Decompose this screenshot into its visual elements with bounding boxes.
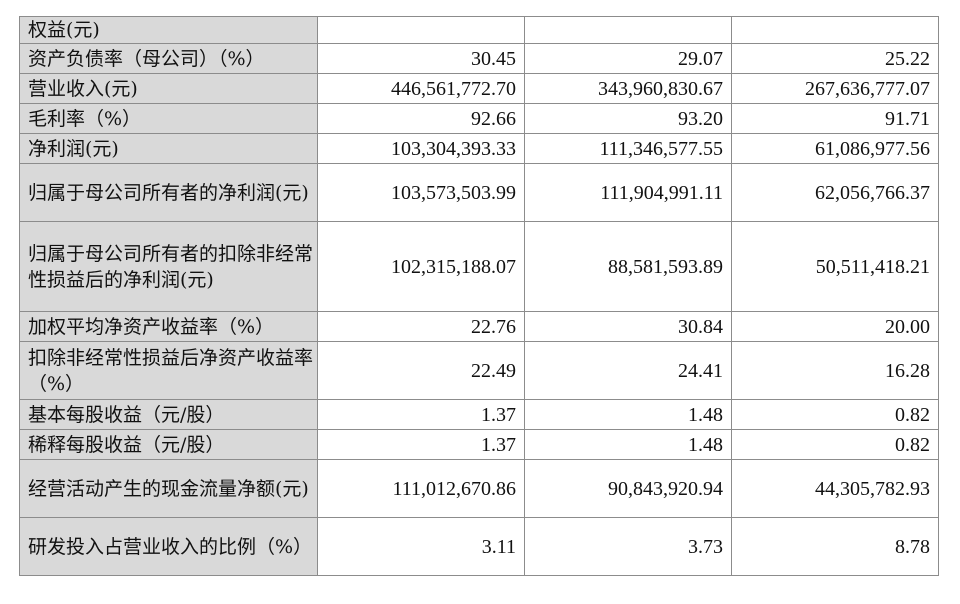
table-row: 扣除非经常性损益后净资产收益率（%） 22.49 24.41 16.28: [19, 341, 939, 400]
row-label: 扣除非经常性损益后净资产收益率（%）: [19, 341, 318, 400]
value-col-3: 25.22: [731, 43, 939, 74]
value-col-1: 111,012,670.86: [317, 459, 525, 518]
value-col-3: 91.71: [731, 103, 939, 134]
value-col-1: 446,561,772.70: [317, 73, 525, 104]
row-label: 经营活动产生的现金流量净额(元): [19, 459, 318, 518]
table-row: 营业收入(元) 446,561,772.70 343,960,830.67 26…: [19, 73, 939, 104]
row-label: 毛利率（%）: [19, 103, 318, 134]
value-col-2: 29.07: [524, 43, 732, 74]
table-row: 资产负债率（母公司）（%） 30.45 29.07 25.22: [19, 43, 939, 74]
value-col-3: 0.82: [731, 399, 939, 430]
value-col-2: 30.84: [524, 311, 732, 342]
row-label: 净利润(元): [19, 133, 318, 164]
table-row: 归属于母公司所有者的净利润(元) 103,573,503.99 111,904,…: [19, 163, 939, 222]
table-row: 毛利率（%） 92.66 93.20 91.71: [19, 103, 939, 134]
value-col-2: 88,581,593.89: [524, 221, 732, 312]
row-label: 基本每股收益（元/股）: [19, 399, 318, 430]
row-label: 加权平均净资产收益率（%）: [19, 311, 318, 342]
row-label: 权益(元): [19, 16, 318, 44]
value-col-3: 61,086,977.56: [731, 133, 939, 164]
table-row: 归属于母公司所有者的扣除非经常性损益后的净利润(元) 102,315,188.0…: [19, 221, 939, 312]
value-col-2: 111,346,577.55: [524, 133, 732, 164]
table-row: 基本每股收益（元/股） 1.37 1.48 0.82: [19, 399, 939, 430]
value-col-2: 1.48: [524, 399, 732, 430]
value-col-2: 90,843,920.94: [524, 459, 732, 518]
row-label: 营业收入(元): [19, 73, 318, 104]
row-label: 稀释每股收益（元/股）: [19, 429, 318, 460]
value-col-2: 93.20: [524, 103, 732, 134]
table-row: 净利润(元) 103,304,393.33 111,346,577.55 61,…: [19, 133, 939, 164]
value-col-1: 1.37: [317, 429, 525, 460]
value-col-1: 22.49: [317, 341, 525, 400]
table-row: 权益(元): [19, 16, 939, 44]
table-row: 稀释每股收益（元/股） 1.37 1.48 0.82: [19, 429, 939, 460]
row-label: 资产负债率（母公司）（%）: [19, 43, 318, 74]
row-label: 归属于母公司所有者的扣除非经常性损益后的净利润(元): [19, 221, 318, 312]
value-col-2: 111,904,991.11: [524, 163, 732, 222]
value-col-3: 8.78: [731, 517, 939, 576]
value-col-3: 267,636,777.07: [731, 73, 939, 104]
value-col-2: 3.73: [524, 517, 732, 576]
table-row: 经营活动产生的现金流量净额(元) 111,012,670.86 90,843,9…: [19, 459, 939, 518]
value-col-1: 103,304,393.33: [317, 133, 525, 164]
value-col-1: 102,315,188.07: [317, 221, 525, 312]
value-col-1: 3.11: [317, 517, 525, 576]
value-col-2: 1.48: [524, 429, 732, 460]
table-row: 加权平均净资产收益率（%） 22.76 30.84 20.00: [19, 311, 939, 342]
value-col-3: 44,305,782.93: [731, 459, 939, 518]
value-col-2: 24.41: [524, 341, 732, 400]
value-col-3: [731, 16, 939, 44]
table-row: 研发投入占营业收入的比例（%） 3.11 3.73 8.78: [19, 517, 939, 576]
value-col-3: 62,056,766.37: [731, 163, 939, 222]
value-col-1: [317, 16, 525, 44]
value-col-1: 92.66: [317, 103, 525, 134]
value-col-1: 1.37: [317, 399, 525, 430]
value-col-3: 16.28: [731, 341, 939, 400]
row-label: 研发投入占营业收入的比例（%）: [19, 517, 318, 576]
value-col-2: 343,960,830.67: [524, 73, 732, 104]
value-col-3: 20.00: [731, 311, 939, 342]
value-col-3: 0.82: [731, 429, 939, 460]
value-col-2: [524, 16, 732, 44]
value-col-1: 103,573,503.99: [317, 163, 525, 222]
value-col-3: 50,511,418.21: [731, 221, 939, 312]
value-col-1: 30.45: [317, 43, 525, 74]
financial-indicators-table: 权益(元) 资产负债率（母公司）（%） 30.45 29.07 25.22 营业…: [19, 16, 939, 576]
value-col-1: 22.76: [317, 311, 525, 342]
row-label: 归属于母公司所有者的净利润(元): [19, 163, 318, 222]
